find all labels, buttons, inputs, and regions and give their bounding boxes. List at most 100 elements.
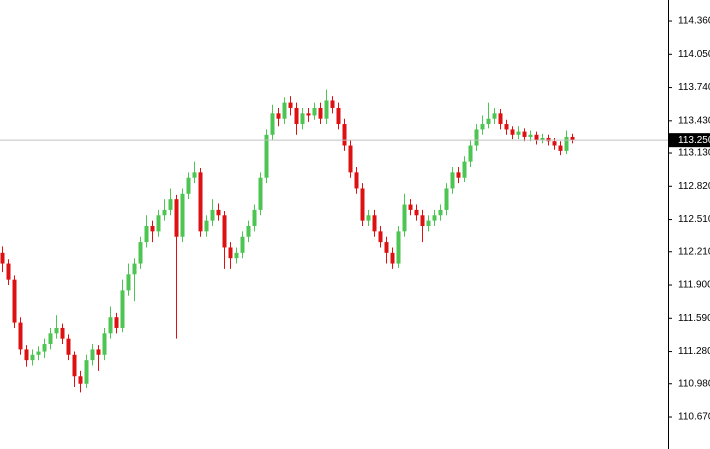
candle-body xyxy=(474,129,479,146)
y-tick-label: 114.050 xyxy=(678,49,710,60)
candle-body xyxy=(360,188,365,221)
candle-body xyxy=(306,113,311,116)
candle-body xyxy=(486,118,491,125)
candle-body xyxy=(264,134,269,178)
candle-body xyxy=(30,354,35,361)
candle-body xyxy=(402,204,407,232)
candle-body xyxy=(126,274,131,291)
last-price-label: 113.250 xyxy=(678,135,710,146)
candle-body xyxy=(408,204,413,210)
candle-body xyxy=(516,131,521,135)
candle-body xyxy=(432,215,437,221)
candle-body xyxy=(72,354,77,377)
y-tick-label: 111.280 xyxy=(678,346,710,357)
candle-body xyxy=(42,344,47,352)
candle-body xyxy=(330,100,335,108)
candle-body xyxy=(120,290,125,328)
y-tick-label: 112.510 xyxy=(678,214,710,225)
candle-body xyxy=(396,231,401,264)
candle-body xyxy=(462,161,467,178)
y-tick-label: 113.130 xyxy=(678,148,710,159)
candle-body xyxy=(66,338,71,355)
candle-body xyxy=(24,349,29,361)
candle-body xyxy=(36,351,41,355)
y-tick-label: 113.430 xyxy=(678,115,710,126)
candle-body xyxy=(222,215,227,248)
candle-body xyxy=(186,177,191,194)
candle-body xyxy=(300,113,305,125)
candle-body xyxy=(12,279,17,323)
candle-body xyxy=(354,172,359,189)
candle-body xyxy=(522,131,527,137)
candle-body xyxy=(174,199,179,237)
candle-body xyxy=(540,138,545,141)
candle-body xyxy=(90,349,95,361)
candle-body xyxy=(552,141,557,146)
candle-body xyxy=(216,209,221,216)
candle-body xyxy=(288,102,293,108)
candle-body xyxy=(384,242,389,253)
candle-body xyxy=(366,215,371,221)
y-tick-label: 111.900 xyxy=(678,280,710,291)
candle-body xyxy=(60,327,65,339)
candle-body xyxy=(348,145,353,173)
candle-body xyxy=(378,231,383,243)
candle-body xyxy=(156,215,161,232)
candle-body xyxy=(312,107,317,116)
candle-body xyxy=(546,138,551,142)
candle-body xyxy=(168,199,173,210)
candle-body xyxy=(240,236,245,253)
candle-body xyxy=(480,124,485,130)
candle-body xyxy=(570,136,575,141)
candle-body xyxy=(198,172,203,232)
candle-body xyxy=(162,209,167,216)
candle-body xyxy=(276,113,281,119)
candle-body xyxy=(234,252,239,259)
candle-body xyxy=(18,322,23,350)
candle-body xyxy=(78,376,83,384)
candle-body xyxy=(210,209,215,221)
candle-body xyxy=(510,129,515,135)
candle-body xyxy=(6,263,11,280)
candle-body xyxy=(468,145,473,162)
y-tick-label: 111.590 xyxy=(678,313,710,324)
candle-body xyxy=(180,193,185,237)
candle-body xyxy=(318,107,323,119)
candle-body xyxy=(252,209,257,227)
y-tick-label: 110.670 xyxy=(678,412,710,423)
candle-body xyxy=(564,136,569,151)
candle-body xyxy=(504,124,509,130)
candle-body xyxy=(246,226,251,237)
candle-body xyxy=(438,209,443,216)
candle-body xyxy=(534,134,539,141)
candle-body xyxy=(444,188,449,210)
candle-body xyxy=(192,172,197,178)
candle-body xyxy=(228,247,233,259)
candle-body xyxy=(84,360,89,384)
candle-body xyxy=(294,107,299,125)
candle-body xyxy=(204,220,209,232)
candle-body xyxy=(48,333,53,345)
candle-body xyxy=(426,220,431,227)
candle-body xyxy=(132,263,137,275)
candle-body xyxy=(390,252,395,264)
candle-body xyxy=(96,349,101,355)
candle-body xyxy=(282,102,287,119)
candle-body xyxy=(414,209,419,216)
candle-body xyxy=(336,107,341,125)
candle-body xyxy=(492,113,497,119)
candle-body xyxy=(54,327,59,334)
y-tick-label: 110.980 xyxy=(678,378,710,389)
candle-body xyxy=(0,252,5,264)
candle-body xyxy=(270,113,275,135)
y-tick-label: 113.740 xyxy=(678,82,710,93)
candle-body xyxy=(258,177,263,210)
candle-body xyxy=(138,242,143,264)
candle-body xyxy=(108,317,113,334)
candle-body xyxy=(150,226,155,232)
candle-body xyxy=(558,145,563,151)
candle-body xyxy=(420,215,425,227)
candle-body xyxy=(114,317,119,328)
candle-body xyxy=(372,215,377,232)
